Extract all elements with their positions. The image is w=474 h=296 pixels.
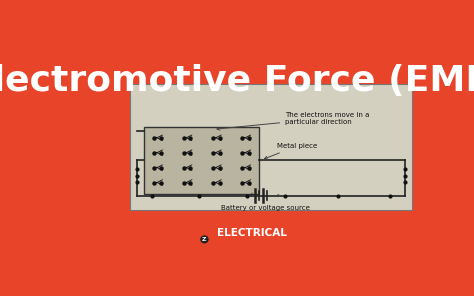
Text: Battery or voltage source: Battery or voltage source bbox=[221, 205, 310, 211]
Polygon shape bbox=[201, 228, 209, 241]
Text: +: + bbox=[248, 192, 255, 198]
Text: ZILLA: ZILLA bbox=[217, 236, 250, 246]
Text: Z: Z bbox=[202, 237, 207, 242]
Text: ELECTRICAL: ELECTRICAL bbox=[217, 228, 287, 238]
Text: -: - bbox=[277, 192, 280, 198]
Bar bbox=[130, 84, 412, 210]
Circle shape bbox=[200, 235, 209, 244]
Text: Metal piece: Metal piece bbox=[264, 143, 317, 159]
Text: Electromotive Force (EMF): Electromotive Force (EMF) bbox=[0, 64, 474, 98]
Bar bbox=[144, 127, 259, 194]
Text: The electrons move in a
particular direction: The electrons move in a particular direc… bbox=[217, 112, 370, 130]
